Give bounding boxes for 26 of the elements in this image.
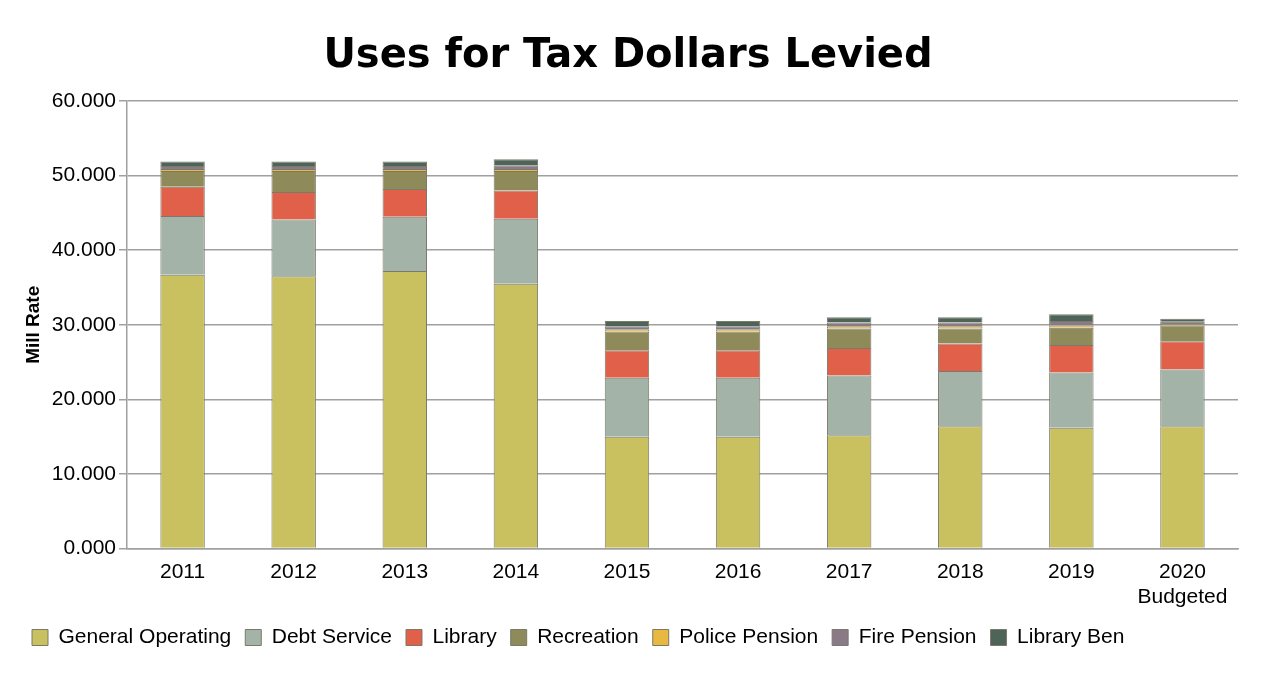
chart-title: Uses for Tax Dollars Levied: [323, 30, 933, 77]
x-tick-label: 2015: [603, 559, 651, 582]
x-tick-label: 2016: [714, 559, 762, 582]
y-tick-label: 20.000: [51, 386, 117, 410]
y-tick-label: 10.000: [51, 460, 117, 484]
legend-label: Police Pension: [679, 624, 819, 648]
x-tick-label: 2020 Budgeted: [1137, 559, 1228, 608]
x-tick-label: 2018: [936, 559, 984, 582]
x-tick-label: 2014: [492, 559, 540, 582]
legend-label: Library: [432, 624, 498, 648]
legend-label: Debt Service: [271, 624, 392, 648]
y-axis-title: Mill Rate: [21, 285, 43, 364]
legend-label: Recreation: [537, 624, 639, 648]
x-tick-label: 2017: [825, 559, 873, 582]
y-tick-label: 30.000: [51, 311, 117, 335]
y-tick-label: 60.000: [51, 87, 117, 111]
legend-label: Library Ben: [1017, 624, 1125, 648]
x-tick-label: 2011: [159, 559, 206, 582]
y-tick-label: 0.000: [63, 535, 117, 559]
legend-label: Fire Pension: [858, 624, 977, 648]
y-tick-label: 40.000: [51, 237, 117, 260]
legend-label: General Operating: [58, 624, 232, 648]
x-tick-label: 2013: [381, 559, 429, 582]
x-tick-label: 2012: [270, 559, 318, 582]
x-tick-label: 2019: [1048, 559, 1095, 582]
y-tick-label: 50.000: [51, 162, 117, 186]
